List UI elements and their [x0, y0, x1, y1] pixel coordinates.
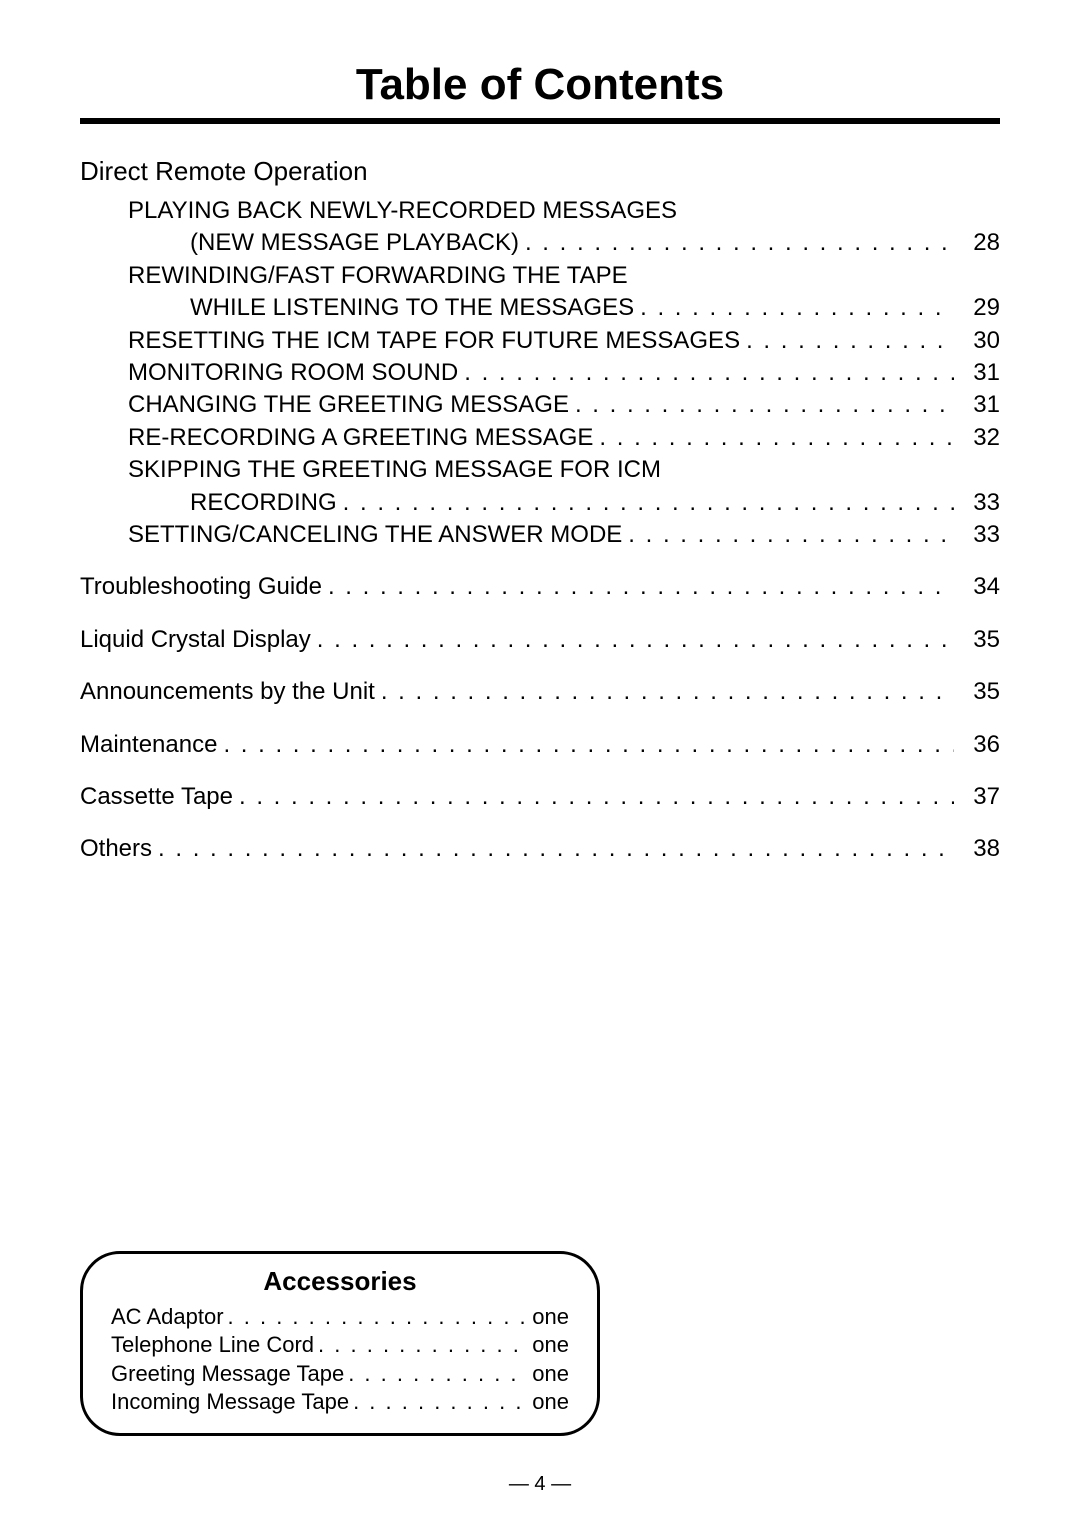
- toc-list: PLAYING BACK NEWLY-RECORDED MESSAGES(NEW…: [80, 195, 1000, 551]
- toc-page: 31: [960, 389, 1000, 421]
- accessories-title: Accessories: [111, 1266, 569, 1297]
- toc-page: 28: [960, 227, 1000, 259]
- toc-row: Liquid Crystal Display. . . . . . . . . …: [80, 624, 1000, 656]
- toc-dots: . . . . . . . . . . . . . . . . . . . . …: [158, 833, 954, 865]
- document-page: Table of Contents Direct Remote Operatio…: [0, 0, 1080, 1526]
- toc-dots: . . . . . . . . . . . . . . . . . . . . …: [223, 729, 954, 761]
- toc-label: Maintenance: [80, 729, 217, 761]
- toc-dots: . . . . . . . . . . . . . . . . . . . . …: [628, 519, 954, 551]
- toc-label: Liquid Crystal Display: [80, 624, 311, 656]
- accessory-qty: one: [532, 1360, 569, 1389]
- toc-section-header: Direct Remote Operation: [80, 154, 1000, 189]
- toc-row: Maintenance. . . . . . . . . . . . . . .…: [80, 729, 1000, 761]
- accessory-label: Telephone Line Cord: [111, 1331, 314, 1360]
- toc-page: 30: [960, 325, 1000, 357]
- accessories-list: AC Adaptor. . . . . . . . . . . . . . . …: [111, 1303, 569, 1417]
- toc-page: 31: [960, 357, 1000, 389]
- toc-spacer: [80, 813, 1000, 833]
- toc-label: (NEW MESSAGE PLAYBACK): [190, 227, 519, 259]
- toc-spacer: [80, 551, 1000, 571]
- toc-page: 35: [960, 624, 1000, 656]
- toc-dots: . . . . . . . . . . . . . . . . . . . . …: [239, 781, 954, 813]
- toc-label: SETTING/CANCELING THE ANSWER MODE: [128, 519, 622, 551]
- toc-page: 29: [960, 292, 1000, 324]
- toc-label: RECORDING: [190, 487, 337, 519]
- accessory-label: Greeting Message Tape: [111, 1360, 344, 1389]
- accessory-dots: . . . . . . . . . . . . . . . . . . . . …: [228, 1303, 529, 1332]
- toc-page: 34: [960, 571, 1000, 603]
- accessory-label: Incoming Message Tape: [111, 1388, 349, 1417]
- accessory-qty: one: [532, 1388, 569, 1417]
- toc-spacer: [80, 709, 1000, 729]
- page-title: Table of Contents: [80, 60, 1000, 110]
- toc-row: Others. . . . . . . . . . . . . . . . . …: [80, 833, 1000, 865]
- toc-row: (NEW MESSAGE PLAYBACK). . . . . . . . . …: [80, 227, 1000, 259]
- toc-page: 32: [960, 422, 1000, 454]
- toc-page: 36: [960, 729, 1000, 761]
- toc-label: REWINDING/FAST FORWARDING THE TAPE: [128, 260, 628, 292]
- toc-label: RE-RECORDING A GREETING MESSAGE: [128, 422, 593, 454]
- toc-row: CHANGING THE GREETING MESSAGE. . . . . .…: [80, 389, 1000, 421]
- toc-dots: . . . . . . . . . . . . . . . . . . . . …: [746, 325, 954, 357]
- toc-row: Cassette Tape. . . . . . . . . . . . . .…: [80, 781, 1000, 813]
- toc-row: RE-RECORDING A GREETING MESSAGE. . . . .…: [80, 422, 1000, 454]
- toc-dots: . . . . . . . . . . . . . . . . . . . . …: [525, 227, 954, 259]
- toc-label: CHANGING THE GREETING MESSAGE: [128, 389, 569, 421]
- toc-spacer: [80, 604, 1000, 624]
- accessory-row: AC Adaptor. . . . . . . . . . . . . . . …: [111, 1303, 569, 1332]
- toc-dots: . . . . . . . . . . . . . . . . . . . . …: [328, 571, 954, 603]
- table-of-contents: Direct Remote Operation PLAYING BACK NEW…: [80, 154, 1000, 866]
- toc-list-secondary: Troubleshooting Guide. . . . . . . . . .…: [80, 551, 1000, 865]
- toc-row: SKIPPING THE GREETING MESSAGE FOR ICM: [80, 454, 1000, 486]
- toc-page: 38: [960, 833, 1000, 865]
- toc-row: PLAYING BACK NEWLY-RECORDED MESSAGES: [80, 195, 1000, 227]
- accessory-label: AC Adaptor: [111, 1303, 224, 1332]
- toc-page: 33: [960, 519, 1000, 551]
- toc-row: Troubleshooting Guide. . . . . . . . . .…: [80, 571, 1000, 603]
- toc-row: REWINDING/FAST FORWARDING THE TAPE: [80, 260, 1000, 292]
- toc-label: SKIPPING THE GREETING MESSAGE FOR ICM: [128, 454, 661, 486]
- toc-row: RECORDING. . . . . . . . . . . . . . . .…: [80, 487, 1000, 519]
- toc-row: MONITORING ROOM SOUND. . . . . . . . . .…: [80, 357, 1000, 389]
- toc-dots: . . . . . . . . . . . . . . . . . . . . …: [381, 676, 954, 708]
- accessory-qty: one: [532, 1303, 569, 1332]
- toc-row: WHILE LISTENING TO THE MESSAGES. . . . .…: [80, 292, 1000, 324]
- toc-dots: . . . . . . . . . . . . . . . . . . . . …: [464, 357, 954, 389]
- toc-spacer: [80, 656, 1000, 676]
- toc-label: Cassette Tape: [80, 781, 233, 813]
- toc-label: Troubleshooting Guide: [80, 571, 322, 603]
- toc-row: Announcements by the Unit. . . . . . . .…: [80, 676, 1000, 708]
- toc-page: 37: [960, 781, 1000, 813]
- toc-label: Others: [80, 833, 152, 865]
- accessory-row: Telephone Line Cord. . . . . . . . . . .…: [111, 1331, 569, 1360]
- toc-dots: . . . . . . . . . . . . . . . . . . . . …: [599, 422, 954, 454]
- toc-page: 35: [960, 676, 1000, 708]
- toc-label: WHILE LISTENING TO THE MESSAGES: [190, 292, 634, 324]
- accessory-qty: one: [532, 1331, 569, 1360]
- toc-dots: . . . . . . . . . . . . . . . . . . . . …: [317, 624, 954, 656]
- accessory-dots: . . . . . . . . . . . . . . . . . . . . …: [318, 1331, 528, 1360]
- toc-label: RESETTING THE ICM TAPE FOR FUTURE MESSAG…: [128, 325, 740, 357]
- accessory-dots: . . . . . . . . . . . . . . . . . . . . …: [348, 1360, 528, 1389]
- toc-row: RESETTING THE ICM TAPE FOR FUTURE MESSAG…: [80, 325, 1000, 357]
- accessories-box: Accessories AC Adaptor. . . . . . . . . …: [80, 1251, 600, 1436]
- toc-label: PLAYING BACK NEWLY-RECORDED MESSAGES: [128, 195, 677, 227]
- toc-label: Announcements by the Unit: [80, 676, 375, 708]
- toc-row: SETTING/CANCELING THE ANSWER MODE. . . .…: [80, 519, 1000, 551]
- title-rule: [80, 118, 1000, 124]
- accessory-dots: . . . . . . . . . . . . . . . . . . . . …: [353, 1388, 528, 1417]
- toc-dots: . . . . . . . . . . . . . . . . . . . . …: [575, 389, 954, 421]
- accessory-row: Greeting Message Tape. . . . . . . . . .…: [111, 1360, 569, 1389]
- toc-page: 33: [960, 487, 1000, 519]
- toc-spacer: [80, 761, 1000, 781]
- toc-dots: . . . . . . . . . . . . . . . . . . . . …: [640, 292, 954, 324]
- page-number: — 4 —: [0, 1473, 1080, 1496]
- toc-label: MONITORING ROOM SOUND: [128, 357, 458, 389]
- toc-dots: . . . . . . . . . . . . . . . . . . . . …: [343, 487, 954, 519]
- accessory-row: Incoming Message Tape. . . . . . . . . .…: [111, 1388, 569, 1417]
